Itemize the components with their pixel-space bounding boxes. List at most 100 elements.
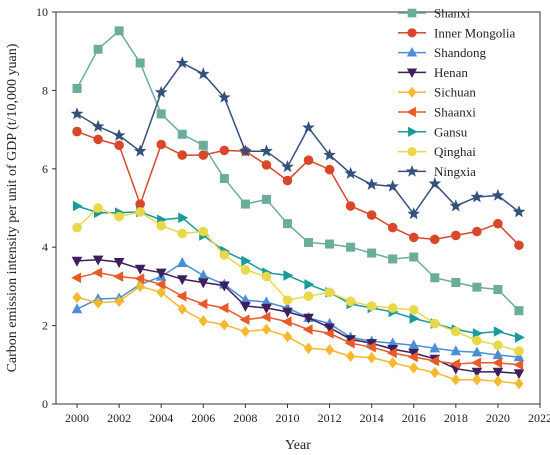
x-tick-label: 2022	[528, 411, 550, 425]
series-line	[76, 207, 520, 352]
data-point	[176, 257, 188, 268]
data-point	[428, 177, 442, 190]
data-point	[325, 344, 335, 356]
data-point	[261, 303, 272, 314]
data-point	[261, 160, 272, 170]
data-point	[325, 239, 335, 249]
data-point	[70, 107, 84, 120]
data-point	[323, 328, 334, 339]
data-point	[261, 194, 271, 204]
data-point	[217, 90, 231, 103]
data-point	[386, 347, 397, 359]
data-point	[345, 296, 356, 307]
data-point	[218, 302, 229, 314]
data-point	[156, 139, 167, 150]
x-tick-label: 2008	[233, 411, 257, 425]
data-point	[324, 164, 335, 175]
data-point	[219, 250, 230, 260]
data-point	[492, 367, 504, 378]
y-tick-label: 0	[42, 397, 48, 411]
data-point	[218, 281, 230, 292]
data-point	[449, 199, 463, 212]
data-point	[409, 313, 420, 324]
data-point	[282, 219, 292, 229]
data-point	[155, 268, 167, 279]
series-line	[76, 29, 520, 312]
data-point	[241, 255, 252, 267]
data-point	[135, 207, 145, 217]
data-point	[303, 313, 314, 324]
x-tick-label: 2018	[444, 411, 468, 425]
data-point	[177, 150, 188, 160]
data-point	[450, 345, 462, 356]
series-line	[76, 285, 520, 385]
data-point	[156, 220, 167, 231]
data-point	[408, 126, 418, 137]
data-point	[177, 303, 187, 315]
series-henan	[71, 255, 525, 380]
data-point	[514, 377, 524, 390]
data-point	[514, 306, 524, 316]
data-point	[178, 212, 189, 224]
data-point	[366, 210, 377, 220]
data-point	[197, 298, 208, 310]
data-point	[344, 166, 357, 179]
data-point	[513, 359, 524, 371]
data-point	[261, 323, 271, 336]
data-point	[492, 349, 504, 360]
data-point	[346, 242, 356, 252]
y-tick-label: 2	[42, 319, 48, 333]
data-point	[175, 56, 189, 69]
y-tick-label: 10	[36, 5, 48, 19]
data-point	[219, 174, 229, 184]
data-point	[92, 267, 103, 278]
data-point	[429, 234, 440, 245]
data-point	[72, 83, 82, 93]
data-point	[134, 273, 145, 284]
legend-label: Shanxi	[434, 6, 471, 21]
data-point	[133, 144, 147, 157]
data-point	[407, 86, 417, 98]
data-point	[492, 357, 503, 369]
data-point	[514, 346, 524, 356]
data-point	[493, 285, 503, 295]
legend-item: Qinghai	[398, 144, 476, 159]
data-point	[408, 232, 419, 243]
data-point	[407, 207, 421, 220]
data-point	[408, 305, 419, 315]
data-point	[114, 140, 124, 151]
legend-label: Gansu	[434, 124, 468, 139]
data-point	[407, 8, 417, 18]
series-shaanxi	[71, 267, 524, 371]
series-layer	[70, 26, 526, 390]
data-point	[406, 68, 418, 79]
data-point	[92, 255, 104, 266]
data-point	[430, 273, 440, 283]
data-point	[72, 126, 82, 137]
data-point	[72, 291, 82, 304]
legend-label: Qinghai	[434, 144, 476, 159]
legend-item: Shandong	[398, 45, 487, 60]
data-point	[471, 357, 482, 369]
data-point	[387, 303, 398, 313]
data-point	[93, 134, 103, 145]
y-axis-label: Carbon emission intensity per unit of GD…	[5, 43, 20, 372]
data-point	[260, 144, 273, 157]
data-point	[367, 248, 377, 258]
data-point	[177, 228, 188, 239]
data-point	[388, 254, 398, 264]
data-point	[198, 315, 208, 327]
data-point	[451, 230, 461, 241]
data-point	[282, 307, 293, 318]
data-point	[493, 340, 503, 351]
data-point	[409, 252, 419, 262]
data-point	[346, 350, 356, 362]
legend-label: Ningxia	[434, 164, 476, 179]
data-point	[513, 351, 525, 362]
series-line	[76, 262, 520, 358]
series-ningxia	[70, 56, 526, 220]
data-point	[197, 269, 209, 280]
data-point	[472, 374, 482, 386]
legend-item: Inner Mongolia	[398, 25, 515, 40]
